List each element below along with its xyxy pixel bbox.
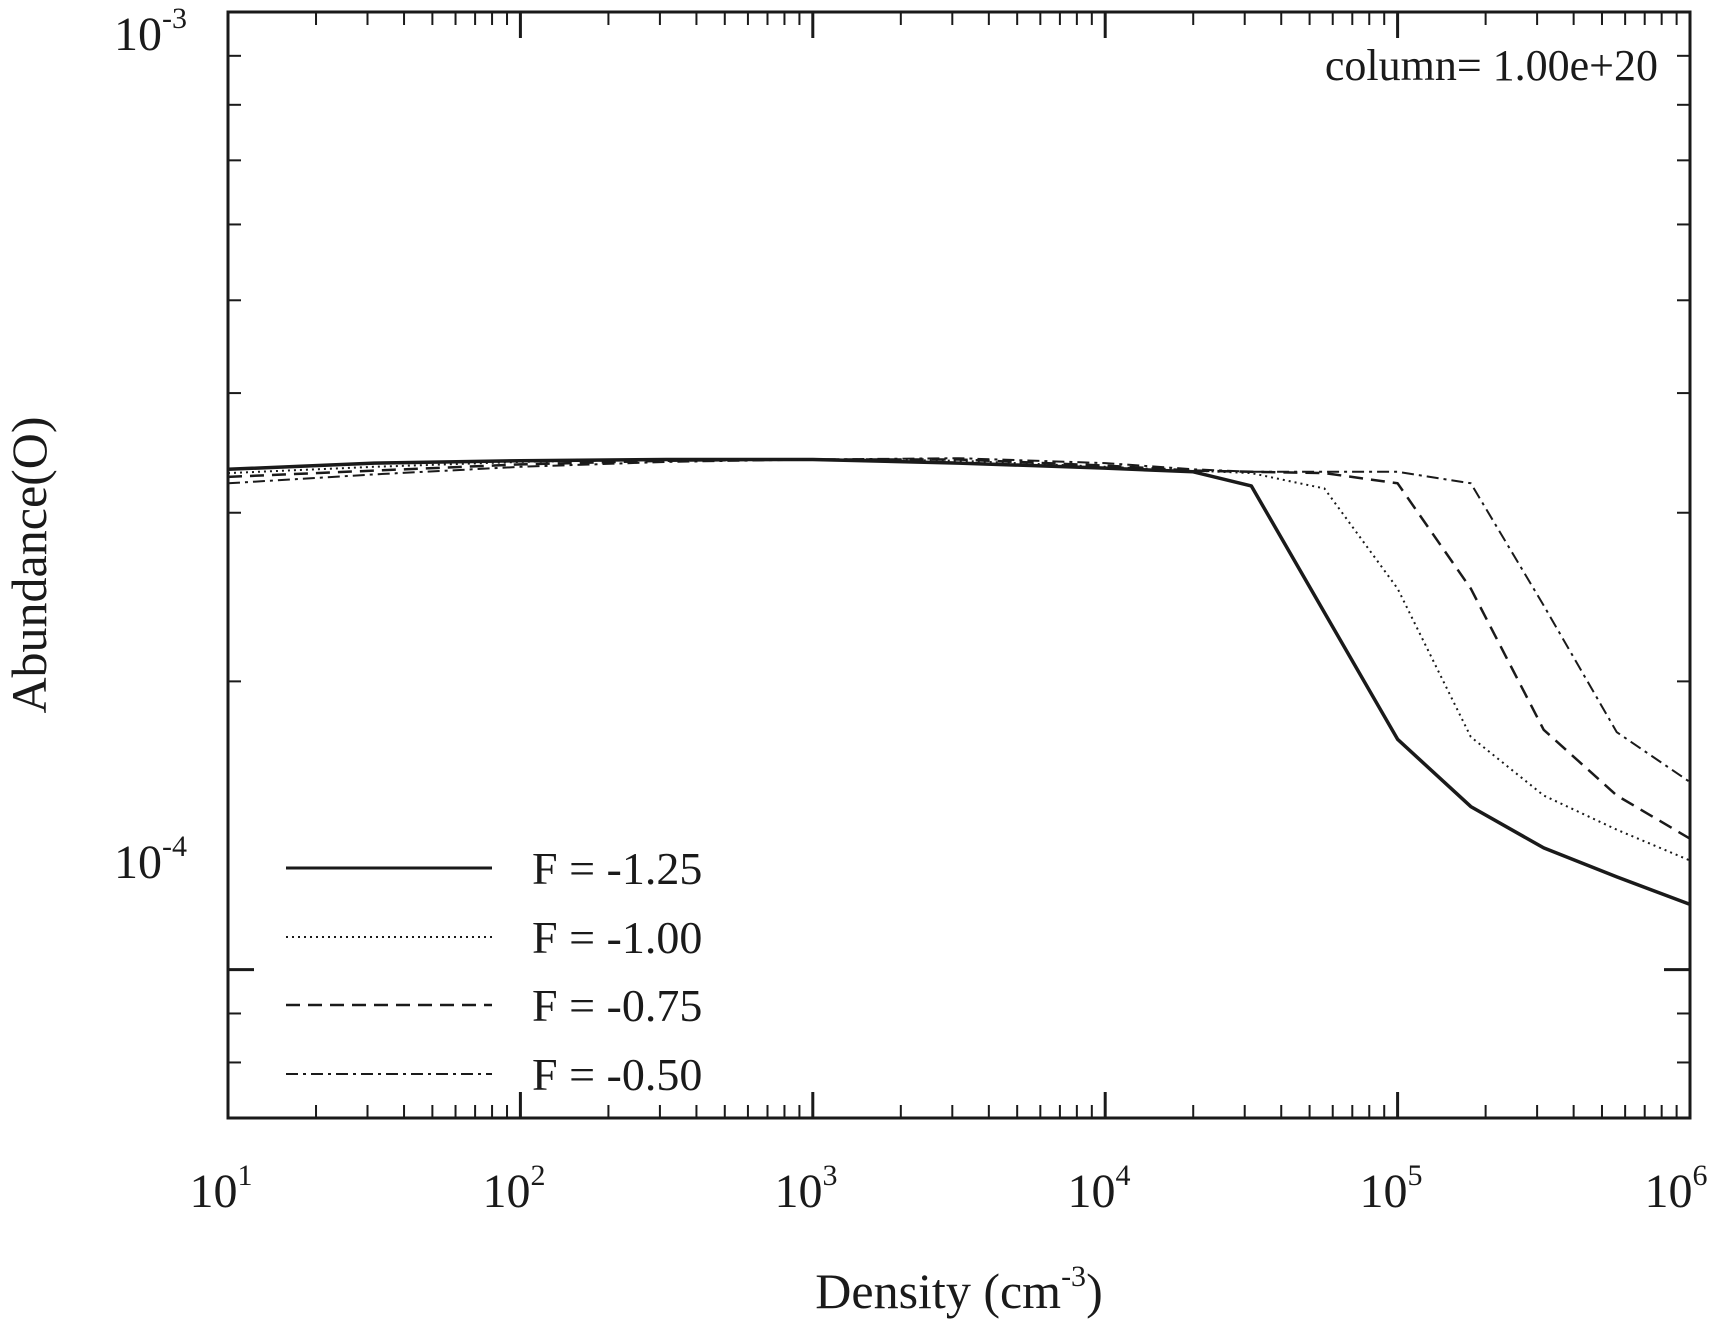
x-axis-label-exp: -3 (1061, 1260, 1086, 1293)
legend: F = -1.25 F = -1.00 F = -0.75 F = -0.50 (286, 843, 702, 1100)
y-tick-base: 10 (114, 836, 162, 889)
x-tick-exp: 4 (1116, 1159, 1131, 1192)
plot-frame (226, 10, 1692, 1120)
legend-label: F = -0.50 (532, 1049, 702, 1100)
legend-label: F = -1.00 (532, 912, 702, 963)
series-line-dashed (227, 458, 1691, 840)
x-tick-exp: 1 (238, 1159, 253, 1192)
minor-ticks (228, 12, 1690, 1119)
y-tick-exp: -3 (162, 2, 187, 35)
x-tick-base: 10 (775, 1165, 823, 1218)
x-tick-exp: 6 (1693, 1159, 1708, 1192)
y-tick-label-1e-3: 10-3 (114, 2, 187, 61)
x-tick-base: 10 (1360, 1165, 1408, 1218)
y-tick-base: 10 (114, 8, 162, 61)
series-line-solid (227, 457, 1691, 907)
x-axis-label-close: ) (1086, 1263, 1103, 1319)
y-tick-exp: -4 (162, 830, 187, 863)
y-axis-label: Abundance(O) (1, 416, 57, 713)
y-tick-label-1e-4: 10-4 (114, 830, 187, 889)
x-tick-base: 10 (190, 1165, 238, 1218)
x-tick-label-1e5: 105 (1360, 1159, 1423, 1218)
x-axis-label-main: Density (cm (815, 1263, 1061, 1319)
x-tick-base: 10 (1645, 1165, 1693, 1218)
x-tick-label-1e3: 103 (775, 1159, 838, 1218)
x-axis-label: Density (cm-3) (815, 1260, 1102, 1319)
x-tick-label-1e2: 102 (483, 1159, 546, 1218)
x-tick-base: 10 (1068, 1165, 1116, 1218)
x-tick-exp: 3 (823, 1159, 838, 1192)
x-tick-label-1e6: 106 (1645, 1159, 1708, 1218)
x-tick-label-1e1: 101 (190, 1159, 253, 1218)
x-tick-exp: 2 (531, 1159, 546, 1192)
legend-label: F = -0.75 (532, 980, 702, 1031)
legend-label: F = -1.25 (532, 843, 702, 894)
series-lines (227, 457, 1691, 907)
x-tick-label-1e4: 104 (1068, 1159, 1131, 1218)
x-tick-base: 10 (483, 1165, 531, 1218)
column-annotation: column= 1.00e+20 (1325, 41, 1658, 90)
x-tick-exp: 5 (1408, 1159, 1423, 1192)
